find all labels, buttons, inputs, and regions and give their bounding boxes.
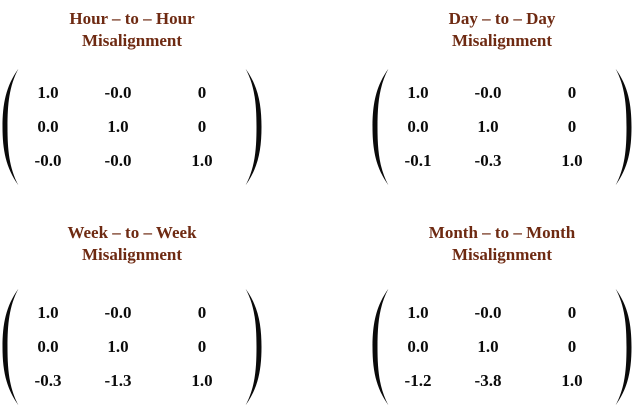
right-bracket-icon bbox=[614, 288, 634, 406]
matrix-cell: 0 bbox=[567, 83, 577, 102]
left-bracket-icon bbox=[370, 288, 390, 406]
matrix-cell: 1.0 bbox=[37, 83, 59, 102]
month-matrix-section: Month – to – Month Misalignment 1.0 -0.0… bbox=[320, 200, 640, 409]
matrix-cell: 0.0 bbox=[407, 337, 429, 356]
title-line-2: Misalignment bbox=[451, 31, 553, 50]
matrix-cell: 0 bbox=[197, 303, 207, 322]
matrix-cell: -0.3 bbox=[34, 371, 62, 390]
matrix-cell: 0.0 bbox=[37, 337, 59, 356]
matrix-cell: 0 bbox=[197, 117, 207, 136]
title-line-1: Day – to – Day bbox=[448, 9, 556, 28]
matrix-cell: -0.0 bbox=[104, 151, 132, 170]
title-line-1: Hour – to – Hour bbox=[69, 9, 195, 28]
matrix-cell: 0 bbox=[197, 337, 207, 356]
matrix-cell: 1.0 bbox=[191, 151, 213, 170]
title-line-2: Misalignment bbox=[451, 245, 553, 264]
day-matrix-cells: 1.0 -0.0 0 0.0 1.0 0 -0.1 -0.3 1.0 bbox=[390, 76, 614, 178]
matrix-cell: 1.0 bbox=[107, 337, 129, 356]
matrix-cell: -1.3 bbox=[104, 371, 132, 390]
matrix-cell: 1.0 bbox=[477, 117, 499, 136]
title-line-2: Misalignment bbox=[81, 31, 183, 50]
matrix-cell: -0.3 bbox=[474, 151, 502, 170]
day-matrix: 1.0 -0.0 0 0.0 1.0 0 -0.1 -0.3 1.0 bbox=[370, 68, 634, 186]
title-line-1: Month – to – Month bbox=[428, 223, 576, 242]
week-matrix: 1.0 -0.0 0 0.0 1.0 0 -0.3 -1.3 1.0 bbox=[0, 288, 264, 406]
matrix-cell: -0.1 bbox=[404, 151, 432, 170]
matrix-cell: 1.0 bbox=[107, 117, 129, 136]
hour-matrix-section: Hour – to – Hour Misalignment 1.0 -0.0 0… bbox=[0, 0, 320, 200]
matrix-cell: -0.0 bbox=[104, 83, 132, 102]
hour-matrix-title: Hour – to – Hour Misalignment bbox=[0, 8, 264, 52]
matrix-cell: 0.0 bbox=[37, 117, 59, 136]
matrix-cell: 1.0 bbox=[191, 371, 213, 390]
matrix-cell: -1.2 bbox=[404, 371, 432, 390]
matrix-cell: -0.0 bbox=[34, 151, 62, 170]
matrix-cell: -0.0 bbox=[104, 303, 132, 322]
week-matrix-cells: 1.0 -0.0 0 0.0 1.0 0 -0.3 -1.3 1.0 bbox=[20, 296, 244, 398]
matrix-cell: -0.0 bbox=[474, 303, 502, 322]
week-matrix-section: Week – to – Week Misalignment 1.0 -0.0 0… bbox=[0, 200, 320, 409]
matrix-cell: 0 bbox=[567, 337, 577, 356]
matrix-cell: 1.0 bbox=[407, 83, 429, 102]
right-bracket-icon bbox=[244, 68, 264, 186]
left-bracket-icon bbox=[0, 68, 20, 186]
hour-matrix-cells: 1.0 -0.0 0 0.0 1.0 0 -0.0 -0.0 1.0 bbox=[20, 76, 244, 178]
hour-matrix: 1.0 -0.0 0 0.0 1.0 0 -0.0 -0.0 1.0 bbox=[0, 68, 264, 186]
matrix-cell: 0 bbox=[567, 303, 577, 322]
matrix-cell: 1.0 bbox=[407, 303, 429, 322]
matrix-cell: 1.0 bbox=[477, 337, 499, 356]
matrix-cell: 1.0 bbox=[561, 151, 583, 170]
matrix-cell: 1.0 bbox=[37, 303, 59, 322]
matrix-cell: 0 bbox=[197, 83, 207, 102]
right-bracket-icon bbox=[614, 68, 634, 186]
month-matrix-cells: 1.0 -0.0 0 0.0 1.0 0 -1.2 -3.8 1.0 bbox=[390, 296, 614, 398]
day-matrix-title: Day – to – Day Misalignment bbox=[370, 8, 634, 52]
matrix-cell: 1.0 bbox=[561, 371, 583, 390]
matrix-cell: 0 bbox=[567, 117, 577, 136]
day-matrix-section: Day – to – Day Misalignment 1.0 -0.0 0 0… bbox=[320, 0, 640, 200]
right-bracket-icon bbox=[244, 288, 264, 406]
month-matrix-title: Month – to – Month Misalignment bbox=[370, 222, 634, 266]
matrix-cell: 0.0 bbox=[407, 117, 429, 136]
left-bracket-icon bbox=[0, 288, 20, 406]
left-bracket-icon bbox=[370, 68, 390, 186]
title-line-1: Week – to – Week bbox=[67, 223, 197, 242]
matrix-cell: -0.0 bbox=[474, 83, 502, 102]
matrix-cell: -3.8 bbox=[474, 371, 502, 390]
week-matrix-title: Week – to – Week Misalignment bbox=[0, 222, 264, 266]
title-line-2: Misalignment bbox=[81, 245, 183, 264]
month-matrix: 1.0 -0.0 0 0.0 1.0 0 -1.2 -3.8 1.0 bbox=[370, 288, 634, 406]
